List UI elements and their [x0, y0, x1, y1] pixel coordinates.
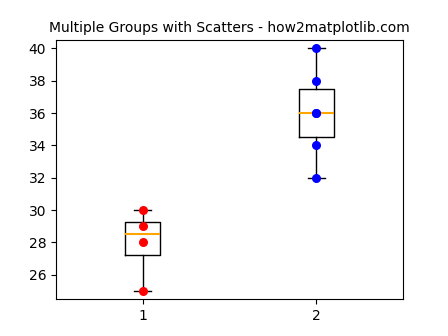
Point	[313, 111, 320, 116]
Point	[139, 207, 146, 213]
Point	[313, 111, 320, 116]
Point	[139, 223, 146, 229]
Point	[139, 240, 146, 245]
Title: Multiple Groups with Scatters - how2matplotlib.com: Multiple Groups with Scatters - how2matp…	[49, 21, 410, 35]
Point	[313, 143, 320, 148]
Point	[313, 175, 320, 180]
Point	[313, 46, 320, 51]
Point	[313, 78, 320, 83]
Point	[139, 288, 146, 294]
